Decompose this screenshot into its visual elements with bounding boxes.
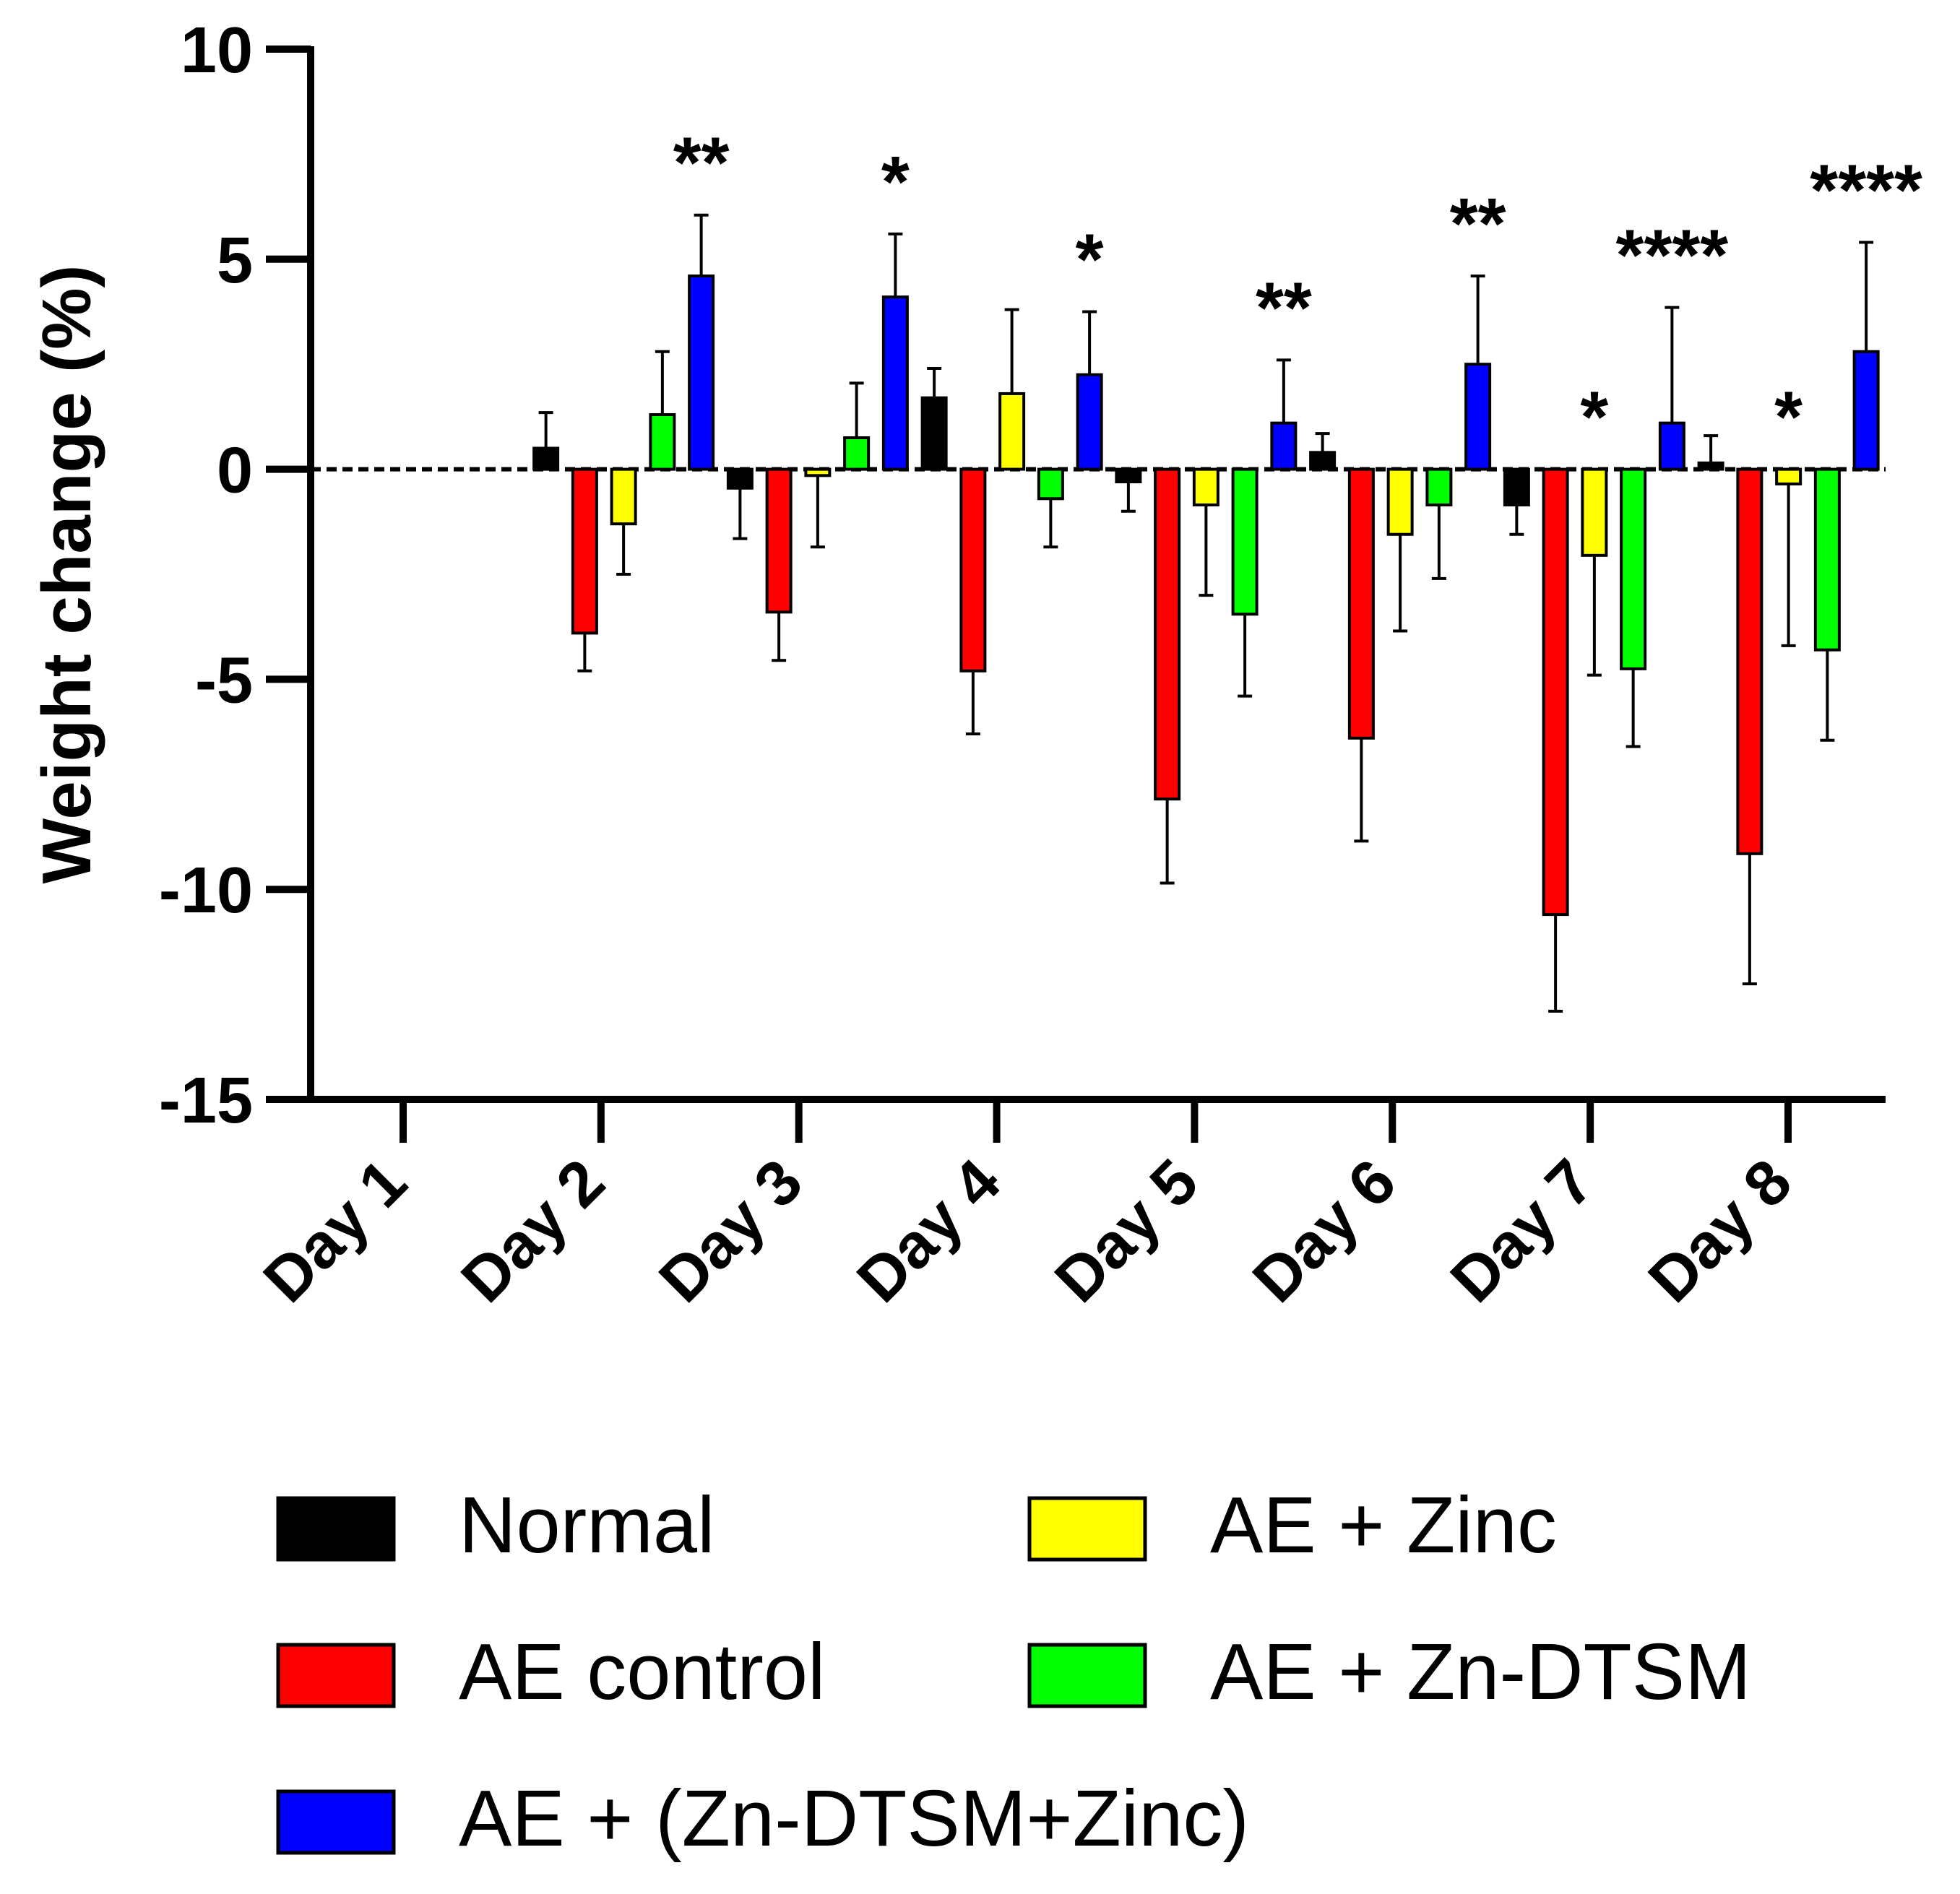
significance-marker: ** [1450, 183, 1506, 264]
legend-item: AE control [276, 1627, 825, 1716]
significance-marker: * [1076, 220, 1104, 300]
bars [532, 213, 1880, 1013]
significance-marker: **** [1616, 215, 1729, 296]
bar [532, 446, 560, 471]
bar [1852, 350, 1880, 471]
x-tick-label: Day 6 [1239, 1145, 1409, 1315]
significance-marker: * [1580, 377, 1608, 458]
bar [1464, 363, 1492, 471]
bar [804, 467, 832, 477]
bar [1270, 421, 1298, 471]
bar [1503, 467, 1530, 507]
bar [610, 467, 637, 526]
significance-marker: * [881, 142, 910, 222]
bar [1658, 421, 1685, 471]
bar [920, 396, 948, 471]
bar [959, 467, 987, 673]
bar [1736, 467, 1763, 855]
legend-label: Normal [459, 1481, 715, 1570]
y-tick-label: -15 [159, 1065, 253, 1137]
y-axis-title: Weight change (%) [28, 265, 105, 884]
bar [1542, 467, 1569, 917]
y-tick-label: 10 [181, 14, 253, 87]
bar [1386, 467, 1414, 536]
legend-swatch [1027, 1643, 1147, 1708]
bar [1037, 467, 1064, 501]
legend-swatch [276, 1496, 396, 1562]
bar [649, 412, 676, 471]
x-tick-label: Day 7 [1437, 1145, 1607, 1315]
legend: Normal AE control AE + (Zn-DTSM+Zinc) AE + … [276, 1481, 1751, 1863]
legend-item: AE + Zinc [1027, 1481, 1557, 1570]
legend-label: AE control [459, 1627, 825, 1716]
significance-marker: * [1774, 377, 1803, 458]
significance-marker: **** [1810, 150, 1922, 231]
bar [571, 467, 598, 635]
significance-marker: ** [1256, 267, 1312, 348]
bar [998, 392, 1026, 471]
bar [1192, 467, 1219, 507]
legend-item: AE + Zn-DTSM [1027, 1627, 1751, 1716]
bar [1347, 467, 1375, 740]
legend-swatch [1027, 1496, 1147, 1562]
bar [1076, 373, 1103, 471]
bar [1115, 467, 1142, 484]
bar [1620, 467, 1647, 670]
x-tick-label: Day 4 [843, 1145, 1014, 1315]
x-tick-label: Day 1 [249, 1145, 420, 1315]
bar [688, 274, 715, 471]
bar [1581, 467, 1608, 557]
significance-marker: ** [673, 123, 730, 204]
x-tick-label: Day 8 [1634, 1145, 1805, 1315]
bar [1309, 451, 1337, 471]
legend-label: AE + Zinc [1210, 1481, 1557, 1570]
bar [843, 436, 871, 471]
legend-swatch [276, 1789, 396, 1855]
legend-item: AE + (Zn-DTSM+Zinc) [276, 1774, 1249, 1863]
x-tick-label: Day 5 [1041, 1145, 1212, 1315]
x-tick-label: Day 3 [645, 1145, 816, 1315]
bar [1231, 467, 1259, 616]
bar [1775, 467, 1803, 485]
legend-swatch [276, 1643, 396, 1708]
bar [1813, 467, 1841, 652]
bar [726, 467, 754, 490]
y-tick-label: 0 [217, 435, 253, 507]
y-tick-label: 5 [217, 225, 253, 297]
legend-label: AE + (Zn-DTSM+Zinc) [459, 1774, 1249, 1863]
legend-label: AE + Zn-DTSM [1210, 1627, 1751, 1716]
legend-item: Normal [276, 1481, 715, 1570]
y-tick-label: -10 [159, 855, 253, 927]
x-tick-label: Day 2 [447, 1145, 618, 1315]
significance-annotations: ** **************** [673, 123, 1922, 458]
bar [1154, 467, 1181, 801]
bar [1697, 461, 1724, 471]
bar [765, 467, 793, 614]
bar [881, 295, 909, 471]
axes: Weight change (%) 10 5 0 -5 -10 -15 Day 1 Day 2… [28, 14, 1886, 1315]
y-tick-label: -5 [195, 644, 253, 717]
bar [1425, 467, 1453, 507]
